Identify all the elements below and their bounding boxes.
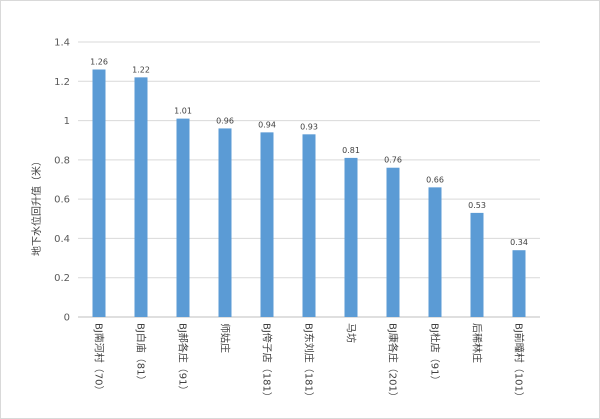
data-label: 1.22: [132, 65, 150, 74]
bar: [470, 212, 484, 317]
data-label: 1.01: [174, 107, 192, 116]
y-axis-title: 地下水位回升值（米）: [30, 156, 43, 256]
bar: [428, 187, 442, 317]
data-label: 0.53: [468, 201, 486, 210]
data-label: 0.94: [258, 120, 276, 129]
y-tick-label: 0.2: [54, 273, 70, 284]
bar: [260, 132, 274, 317]
category-label: BJ侉子店（181）: [261, 323, 274, 402]
category-label: BJ东刘庄（181）: [303, 323, 316, 402]
y-tick-label: 0.8: [54, 155, 70, 166]
bar: [176, 118, 190, 317]
bar: [344, 157, 358, 317]
y-tick-label: 1.2: [54, 77, 70, 88]
bar: [386, 167, 400, 317]
category-labels: BJ南河村（70） BJ白庙（81） BJ郝各庄（91） 师姑庄 BJ侉子店（181） B…: [93, 323, 526, 402]
data-label: 0.34: [510, 238, 528, 247]
category-label: BJ南河村（70）: [93, 323, 106, 396]
bar: [512, 250, 526, 317]
data-label: 0.93: [300, 122, 318, 131]
y-tick-label: 0.6: [54, 195, 70, 206]
category-label: 师姑庄: [219, 323, 232, 353]
category-label: BJ康各庄（201）: [387, 323, 400, 402]
bar: [134, 77, 148, 317]
data-label: 0.66: [426, 175, 444, 184]
data-label: 0.76: [384, 156, 402, 165]
bar: [218, 128, 232, 317]
category-label: BJ白庙（81）: [135, 323, 148, 386]
data-labels: 1.26 1.22 1.01 0.96 0.94 0.93 0.81 0.76 0.66 0.53…: [90, 58, 528, 248]
data-label: 0.81: [342, 146, 360, 155]
y-tick-label: 1.4: [54, 38, 70, 49]
data-label: 1.26: [90, 58, 108, 67]
bar: [92, 69, 106, 317]
y-tick-label: 1: [64, 116, 70, 127]
data-label: 0.96: [216, 116, 234, 125]
category-label: BJ杜店（91）: [429, 323, 442, 386]
category-label: 马坊: [345, 323, 358, 343]
bars: [92, 69, 526, 317]
category-label: 后稀林庄: [471, 323, 484, 363]
y-tick-label: 0: [64, 313, 70, 324]
category-label: BJ前疃村（101）: [513, 323, 526, 402]
bar: [302, 134, 316, 317]
y-axis-ticks: 0 0.2 0.4 0.6 0.8 1 1.2 1.4: [54, 38, 70, 324]
category-label: BJ郝各庄（91）: [177, 323, 190, 396]
y-tick-label: 0.4: [54, 234, 70, 245]
